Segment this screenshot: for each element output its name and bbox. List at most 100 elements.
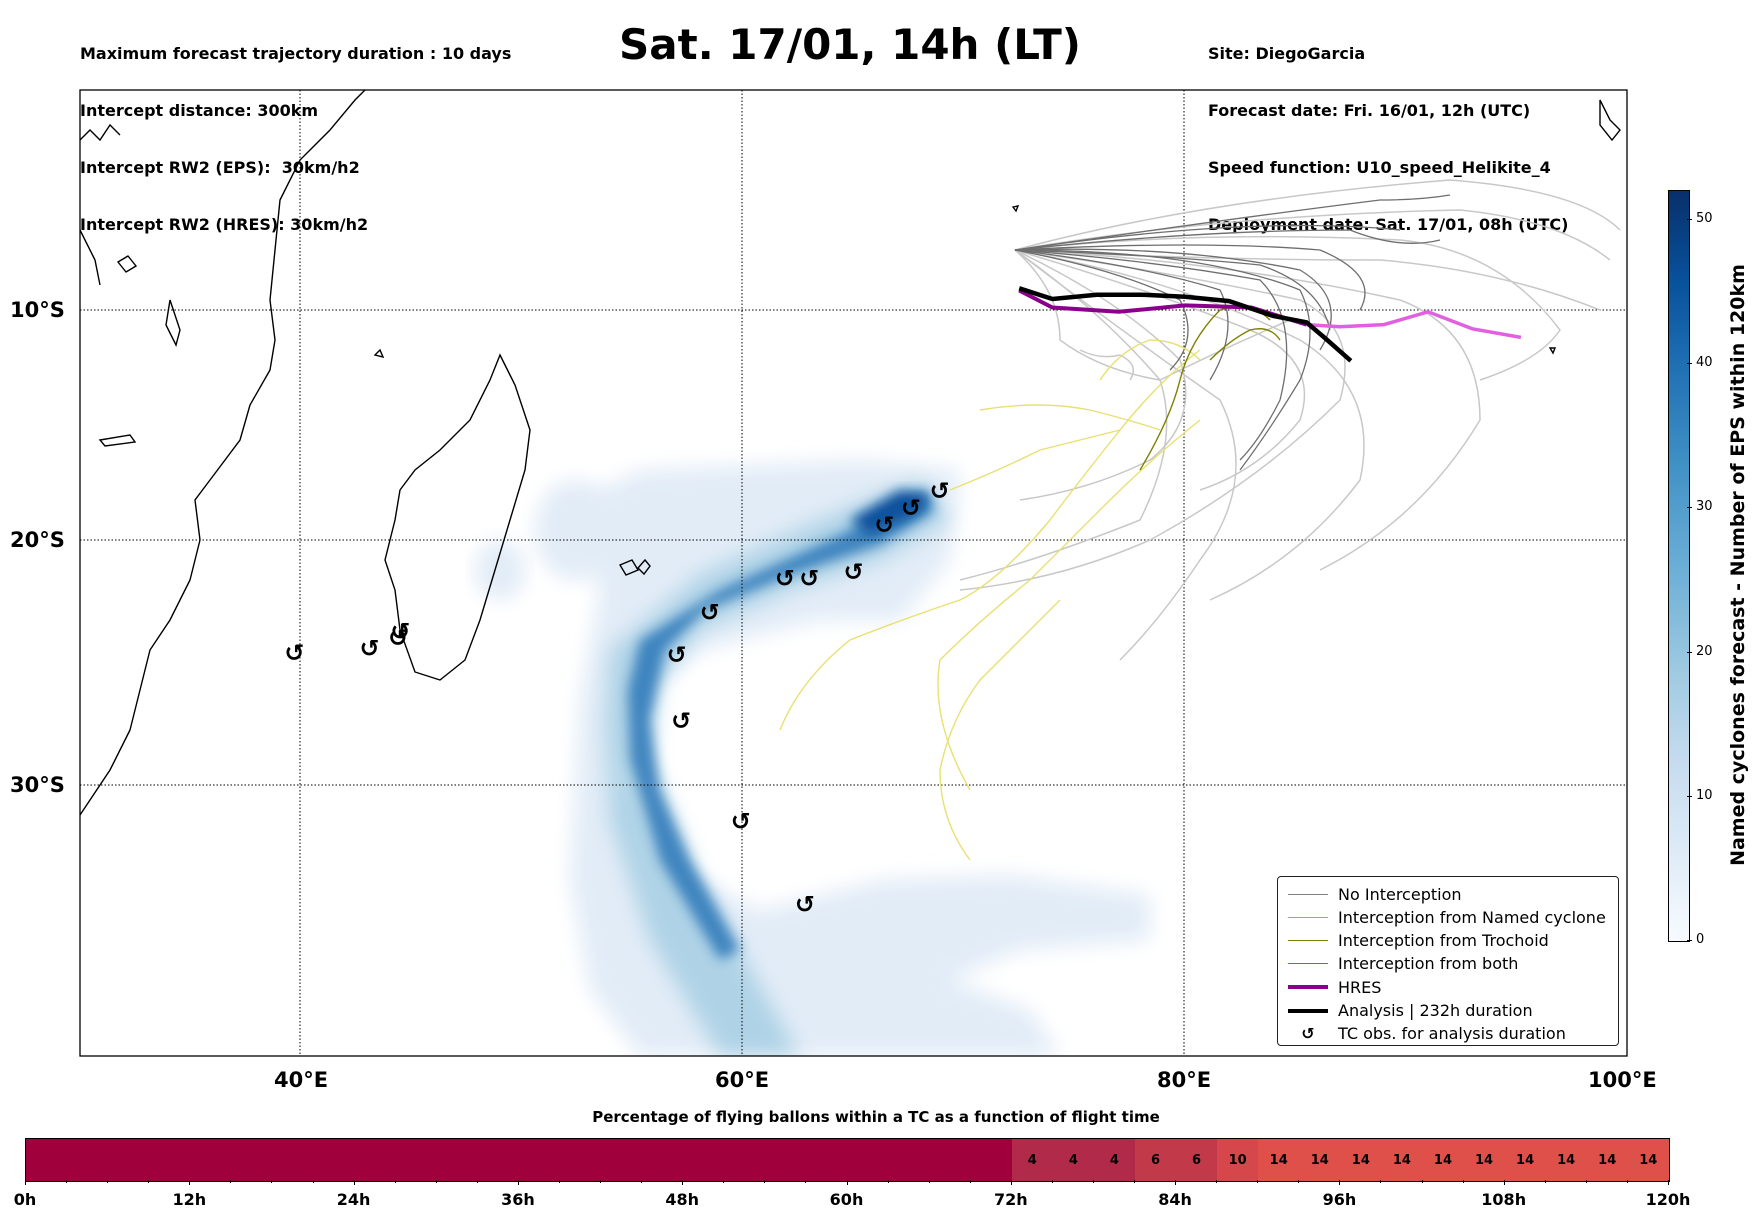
africa-coastline-north xyxy=(80,123,121,142)
tc-observation-marker: ↺ xyxy=(388,624,408,652)
legend-item: Interception from Trochoid xyxy=(1288,930,1549,952)
time-strip-tickmark xyxy=(764,1180,766,1183)
time-strip-cell: 14 xyxy=(1627,1139,1669,1181)
lon-label: 100°E xyxy=(1588,1068,1657,1092)
density-blob xyxy=(475,540,525,600)
header-left-line: Intercept distance: 300km xyxy=(80,101,319,120)
time-strip-tickmark xyxy=(1051,1180,1053,1183)
time-strip-title: Percentage of flying ballons within a TC… xyxy=(592,1108,1160,1126)
madagascar-coastline xyxy=(384,353,531,681)
legend-label: Interception from both xyxy=(1338,954,1519,974)
legend-label: HRES xyxy=(1338,977,1382,997)
time-strip-tick-label: 72h xyxy=(993,1190,1028,1209)
lat-label: 10°S xyxy=(10,298,65,322)
legend-line-swatch xyxy=(1288,893,1328,895)
time-strip-cell: 14 xyxy=(1340,1139,1382,1181)
trochoid-trajectories xyxy=(779,339,1201,861)
tc-observation-marker: ↺ xyxy=(874,511,894,539)
time-strip-tick-label: 96h xyxy=(1322,1190,1357,1209)
map-frame xyxy=(79,89,1628,1057)
hres-track-extension xyxy=(1306,309,1522,340)
tc-observation-marker: ↺ xyxy=(700,598,720,626)
time-strip-tickmark xyxy=(887,1180,889,1183)
time-strip-cell: 6 xyxy=(1176,1139,1218,1181)
time-strip-cell: 14 xyxy=(1463,1139,1505,1181)
island-coastline xyxy=(116,255,138,273)
island-coastline xyxy=(98,434,137,447)
time-strip-cell: 4 xyxy=(1093,1139,1135,1181)
tc-observation-marker: ↺ xyxy=(795,891,815,919)
time-strip-tickmark xyxy=(1626,1180,1628,1183)
eps-density-field xyxy=(475,460,1150,1056)
time-strip-tickmark xyxy=(230,1180,232,1183)
time-strip-tickmark xyxy=(682,1180,684,1185)
mauritius-coastline xyxy=(637,558,651,576)
time-strip-tickmark xyxy=(641,1180,643,1183)
time-strip-tick-label: 108h xyxy=(1481,1190,1527,1209)
time-strip-tickmark xyxy=(1585,1180,1587,1183)
time-strip-tickmark xyxy=(846,1180,848,1185)
lat-label: 30°S xyxy=(10,773,65,797)
header-right-line: Speed function: U10_speed_Helikite_4 xyxy=(1208,158,1551,177)
time-strip-tickmark xyxy=(312,1180,314,1183)
legend-item: ↺ TC obs. for analysis duration xyxy=(1288,1023,1566,1045)
legend-item: Interception from both xyxy=(1288,953,1518,975)
time-strip-tick-label: 60h xyxy=(829,1190,864,1209)
time-strip-tickmark xyxy=(1421,1180,1423,1183)
time-strip-tickmark xyxy=(189,1180,191,1185)
density-peak xyxy=(850,490,930,535)
time-strip-cell: 14 xyxy=(1504,1139,1546,1181)
trochoid-interception-trajectories xyxy=(1139,306,1281,471)
legend-line-swatch xyxy=(1288,940,1328,942)
time-strip-tickmark xyxy=(66,1180,68,1183)
time-strip-tickmark xyxy=(1010,1180,1012,1185)
density-core xyxy=(628,490,935,960)
island-coastline xyxy=(1011,205,1020,213)
legend-line-swatch xyxy=(1288,916,1328,918)
tc-observation-marker: ↺ xyxy=(671,707,691,735)
header-right-line: Site: DiegoGarcia xyxy=(1208,44,1366,63)
time-strip-cell: 4 xyxy=(1011,1139,1053,1181)
time-strip-cell: 14 xyxy=(1545,1139,1587,1181)
time-strip-tickmark xyxy=(435,1180,437,1183)
colorbar-tick-label: 0 xyxy=(1686,932,1704,947)
tc-observation-marker: ↺ xyxy=(390,618,410,646)
time-strip-cell: 10 xyxy=(1217,1139,1259,1181)
tc-observation-marker: ↺ xyxy=(775,564,795,592)
page-title: Sat. 17/01, 14h (LT) xyxy=(619,20,1081,69)
comoros-coastline xyxy=(373,348,385,359)
legend-line-swatch xyxy=(1288,1008,1328,1013)
time-strip-tick-label: 12h xyxy=(172,1190,207,1209)
eps-trajectories-light xyxy=(959,179,1621,661)
legend-line-swatch xyxy=(1288,985,1328,990)
lat-label: 20°S xyxy=(10,528,65,552)
time-strip-tick-label: 84h xyxy=(1158,1190,1192,1209)
island-coastline xyxy=(165,299,181,347)
time-strip-tickmark xyxy=(1298,1180,1300,1183)
colorbar-tick-label: 20 xyxy=(1687,644,1713,659)
reunion-coastline xyxy=(618,559,640,576)
density-blob xyxy=(535,480,615,580)
time-strip-tickmark xyxy=(1339,1180,1341,1185)
time-strip-tickmark xyxy=(1216,1180,1218,1183)
lon-label: 80°E xyxy=(1157,1068,1212,1092)
legend-label: TC obs. for analysis duration xyxy=(1338,1024,1566,1044)
legend-label: Interception from Trochoid xyxy=(1338,931,1549,951)
time-strip-cell: 14 xyxy=(1258,1139,1300,1181)
time-strip-tickmark xyxy=(25,1180,26,1185)
time-strip-tickmark xyxy=(1134,1180,1136,1183)
time-strip-tickmark xyxy=(1380,1180,1382,1183)
legend-item: HRES xyxy=(1288,976,1381,998)
gridlines xyxy=(80,90,1627,1056)
tc-observation-marker: ↺ xyxy=(667,641,687,669)
tc-observation-marker: ↺ xyxy=(843,558,863,586)
time-strip: 4 4 4 6 6 10 14 14 14 14 14 14 14 14 14 14 xyxy=(25,1138,1670,1182)
time-strip-tickmark xyxy=(558,1180,560,1183)
time-strip-tickmark xyxy=(1257,1180,1259,1183)
legend-label: No Interception xyxy=(1338,884,1462,904)
time-strip-cell: 4 xyxy=(1052,1139,1094,1181)
time-strip-cell: 14 xyxy=(1586,1139,1628,1181)
island-coastline xyxy=(1548,347,1557,355)
header-left-line: Intercept RW2 (EPS): 30km/h2 xyxy=(80,158,360,177)
